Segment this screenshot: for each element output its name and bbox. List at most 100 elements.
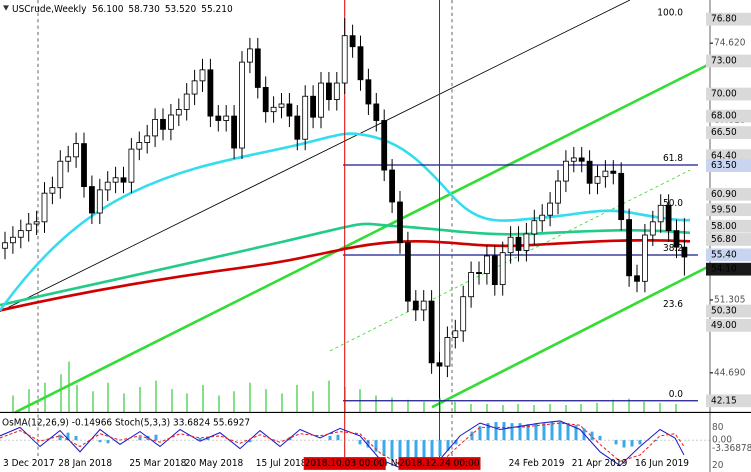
candle-body <box>491 255 498 286</box>
price-level-box <box>706 109 751 123</box>
header-icon <box>3 5 9 11</box>
candle-body <box>152 118 159 137</box>
candle-body <box>278 103 285 108</box>
fib-label: 50.0 <box>663 198 683 209</box>
candle-body <box>673 230 680 248</box>
candle-body <box>618 172 625 221</box>
candle-body <box>555 180 561 204</box>
candle-body <box>49 187 56 194</box>
price-level-box <box>706 126 751 139</box>
candle-body <box>239 61 245 149</box>
price-level-label: 64.40 <box>711 150 737 161</box>
candle-body <box>634 275 640 282</box>
price-level-label: 68.00 <box>711 110 737 121</box>
candle-body <box>302 95 309 140</box>
candle-body <box>349 35 356 48</box>
candle-body <box>81 143 87 187</box>
x-tick-label: 3 Dec 2017 <box>3 458 55 469</box>
candle-body <box>507 236 514 254</box>
candle-body <box>594 176 601 184</box>
moving-average-mid <box>0 222 691 307</box>
price-level-box <box>706 159 751 173</box>
candle-body <box>183 93 190 110</box>
candle-body <box>262 87 269 113</box>
price-level-box <box>706 12 751 26</box>
candle-body <box>602 170 609 178</box>
candle-body <box>25 223 32 232</box>
symbol: USCrude,Weekly <box>12 4 87 15</box>
candle-body <box>586 160 593 184</box>
candle-body <box>444 337 451 367</box>
candle-body <box>547 202 553 216</box>
candle-body <box>294 115 301 140</box>
price-level-box <box>706 262 751 276</box>
candle-body <box>665 204 672 232</box>
oscillator-axis-label: 0.00 <box>712 434 732 445</box>
candle-body <box>33 221 40 225</box>
price-level-label: 49.00 <box>711 320 737 331</box>
price-level-box <box>706 203 751 217</box>
candle-body <box>412 300 419 311</box>
channel-mid <box>329 169 691 352</box>
quote-value: 55.210 <box>201 4 233 15</box>
price-level-box <box>706 54 751 68</box>
candle-body <box>231 115 238 149</box>
x-tick-label: 21 Apr 2019 <box>572 458 628 469</box>
candle-body <box>246 48 253 63</box>
price-level-label: 73.00 <box>711 55 737 66</box>
oscillator-axis-label: 20 <box>712 460 724 471</box>
price-level-label: 56.80 <box>711 234 737 245</box>
candle-body <box>610 170 617 174</box>
fib-label: 61.8 <box>663 153 683 164</box>
price-level-label: 55.40 <box>711 249 737 260</box>
candle-body <box>104 181 111 191</box>
candle-body <box>476 272 482 275</box>
candle-body <box>436 362 443 367</box>
price-level-label: 54.10 <box>711 264 737 275</box>
candle-body <box>160 118 166 130</box>
candle-body <box>270 106 277 113</box>
event-label: 2018.12.24 00:00 <box>399 458 479 469</box>
quote-value: 53.520 <box>165 4 197 15</box>
candle-body <box>65 156 72 162</box>
candle-body <box>325 82 332 100</box>
price-level-box <box>706 318 751 332</box>
candle-body <box>499 252 506 286</box>
price-level-box <box>706 219 751 233</box>
candle-body <box>89 186 95 214</box>
candle-body <box>460 296 467 332</box>
candle-body <box>539 214 546 222</box>
x-tick-label: 24 Feb 2019 <box>509 458 565 469</box>
candle-body <box>468 272 475 298</box>
candle-body <box>341 35 348 84</box>
candle-body <box>483 255 490 275</box>
price-level-box <box>706 87 751 101</box>
price-level-box <box>706 149 751 163</box>
candle-body <box>452 330 459 338</box>
candle-body <box>642 234 648 282</box>
price-level-label: 50.30 <box>711 305 737 316</box>
y-tick-label: 74.620 <box>714 38 746 49</box>
candle-body <box>199 69 206 82</box>
candle-body <box>41 192 48 223</box>
candle-body <box>357 46 364 81</box>
y-tick-label: 51.305 <box>714 294 746 305</box>
candle-body <box>404 242 411 302</box>
price-level-label: 63.50 <box>711 160 737 171</box>
candle-body <box>254 48 261 88</box>
candle-body <box>428 300 435 364</box>
quote-value: 58.730 <box>128 4 160 15</box>
fib-label: 23.6 <box>663 299 683 310</box>
candle-body <box>215 115 222 121</box>
candle-body <box>120 177 127 183</box>
quote-value: 56.100 <box>92 4 124 15</box>
fib-label: 100.0 <box>657 7 683 18</box>
candle-body <box>570 157 577 162</box>
candle-body <box>207 69 214 117</box>
candle-body <box>191 80 198 95</box>
oscillator-title: OsMA(12,26,9) -0.14966 Stoch(5,3,3) 33.6… <box>2 417 250 428</box>
moving-average-slow <box>0 238 691 312</box>
candle-body <box>175 109 182 116</box>
